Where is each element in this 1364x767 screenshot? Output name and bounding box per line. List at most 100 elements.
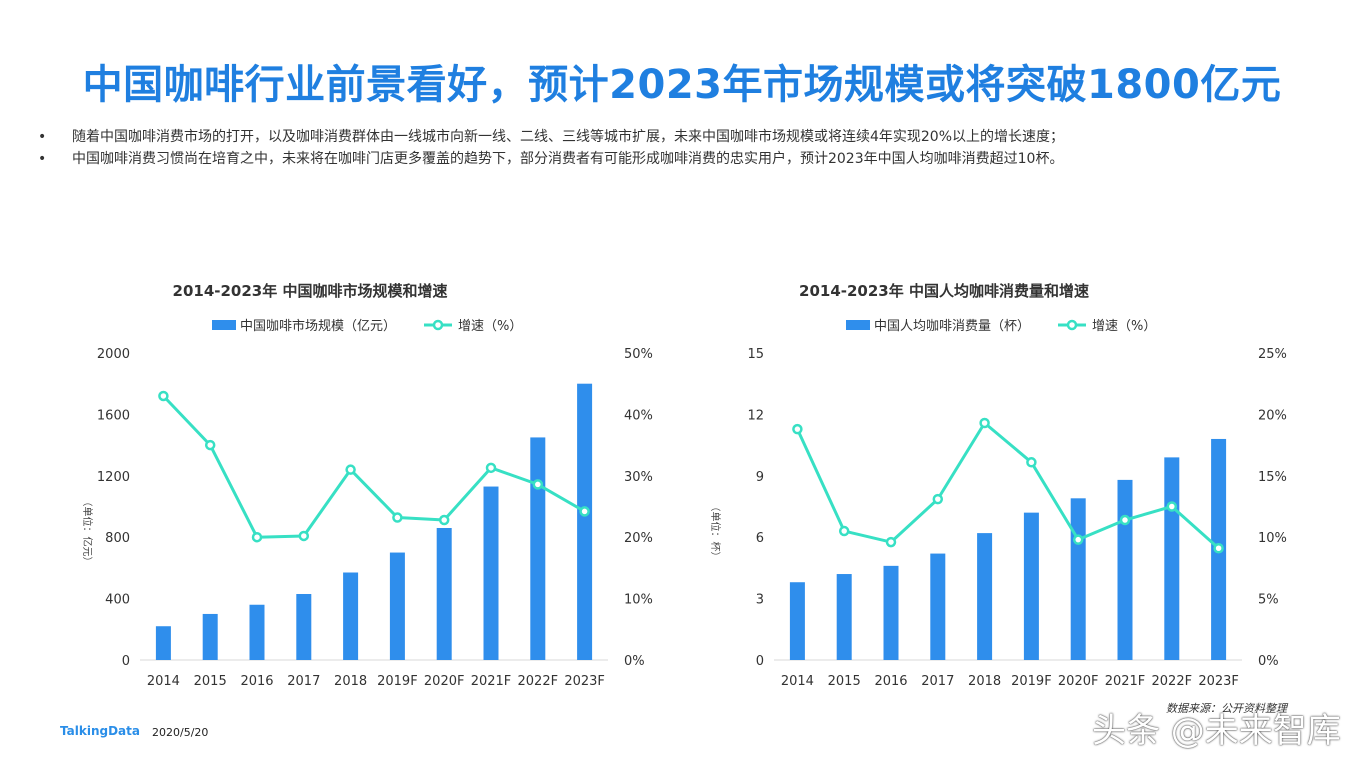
y-tick-label: 1200 xyxy=(97,470,130,485)
growth-point xyxy=(204,439,216,451)
x-tick-label: 2015 xyxy=(828,674,861,689)
market-size-chart: 2014-2023年 中国咖啡市场规模和增速 中国咖啡市场规模（亿元） 增速（%） 0… xyxy=(40,270,680,700)
bullet-list: • 随着中国咖啡消费市场的打开，以及咖啡消费群体由一线城市向新一线、二线、三线等… xyxy=(38,126,1338,170)
x-tick-label: 2016 xyxy=(240,674,273,689)
bar xyxy=(530,437,546,660)
y2-tick-label: 25% xyxy=(1258,347,1287,362)
growth-point xyxy=(158,390,169,402)
bar xyxy=(1117,479,1133,660)
legend-bar-swatch xyxy=(212,320,236,330)
bar xyxy=(155,626,171,660)
brand-logo: TalkingData xyxy=(60,724,140,738)
legend-bar-label: 中国人均咖啡消费量（杯） xyxy=(874,319,1030,334)
growth-line xyxy=(162,394,586,539)
bullet-item: • 随着中国咖啡消费市场的打开，以及咖啡消费群体由一线城市向新一线、二线、三线等… xyxy=(38,126,1338,148)
x-tick-label: 2019F xyxy=(377,674,418,689)
y-tick-label: 6 xyxy=(756,531,764,546)
legend-line-label: 增速（%） xyxy=(1092,319,1156,334)
footer-date: 2020/5/20 xyxy=(152,726,209,739)
growth-point xyxy=(792,423,803,435)
growth-point xyxy=(1119,514,1131,526)
legend-line-marker xyxy=(432,319,444,331)
x-tick-label: 2017 xyxy=(287,674,320,689)
y-tick-label: 3 xyxy=(756,593,764,608)
y-axis-label: （单位：杯） xyxy=(709,502,722,562)
bar xyxy=(483,486,499,660)
per-capita-chart: 2014-2023年 中国人均咖啡消费量和增速中国人均咖啡消费量（杯） 增速（%）… xyxy=(674,270,1314,700)
y2-tick-label: 40% xyxy=(624,408,653,423)
x-tick-label: 2016 xyxy=(874,674,907,689)
bar xyxy=(249,604,265,660)
x-tick-label: 2021F xyxy=(471,674,512,689)
y2-tick-label: 0% xyxy=(1258,654,1279,669)
x-tick-label: 2021F xyxy=(1105,674,1146,689)
y-tick-label: 0 xyxy=(756,654,764,669)
growth-point xyxy=(1026,457,1037,468)
growth-point xyxy=(345,464,356,475)
bullet-text: 随着中国咖啡消费市场的打开，以及咖啡消费群体由一线城市向新一线、二线、三线等城市… xyxy=(72,129,1065,145)
bar xyxy=(789,582,805,660)
growth-point xyxy=(1213,543,1224,554)
y2-tick-label: 10% xyxy=(624,593,653,608)
page-title: 中国咖啡行业前景看好，预计2023年市场规模或将突破1800亿元 xyxy=(82,62,1282,108)
y2-tick-label: 0% xyxy=(624,654,645,669)
bar xyxy=(436,527,452,660)
growth-point xyxy=(438,514,450,526)
chart-title: 2014-2023年 中国人均咖啡消费量和增速 xyxy=(799,282,1089,300)
growth-point xyxy=(298,530,310,542)
growth-point xyxy=(1072,534,1084,545)
x-tick-label: 2023F xyxy=(564,674,605,689)
bullet-item: • 中国咖啡消费习惯尚在培育之中，未来将在咖啡门店更多覆盖的趋势下，部分消费者有… xyxy=(38,148,1338,170)
chart-title: 2014-2023年 中国咖啡市场规模和增速 xyxy=(173,282,448,300)
y2-tick-label: 50% xyxy=(624,347,653,362)
y-axis-label: （单位：亿元） xyxy=(81,497,94,567)
x-tick-label: 2019F xyxy=(1011,674,1052,689)
bar xyxy=(930,553,946,660)
bar xyxy=(343,572,359,660)
growth-point xyxy=(1166,501,1178,512)
y-tick-label: 1600 xyxy=(97,408,130,423)
y-tick-label: 12 xyxy=(747,408,764,423)
x-tick-label: 2022F xyxy=(518,674,559,689)
growth-point xyxy=(251,531,263,543)
y2-tick-label: 20% xyxy=(624,531,653,546)
bullet-dot: • xyxy=(38,151,47,167)
x-tick-label: 2020F xyxy=(1058,674,1099,689)
x-tick-label: 2015 xyxy=(194,674,227,689)
data-source-note: 数据来源：公开资料整理 xyxy=(1166,702,1287,715)
growth-point xyxy=(932,493,944,505)
bullet-dot: • xyxy=(38,129,47,145)
bar xyxy=(202,613,218,660)
y-tick-label: 400 xyxy=(105,593,130,608)
bullet-text: 中国咖啡消费习惯尚在培育之中，未来将在咖啡门店更多覆盖的趋势下，部分消费者有可能… xyxy=(72,151,1064,167)
y2-tick-label: 15% xyxy=(1258,470,1287,485)
x-tick-label: 2018 xyxy=(968,674,1001,689)
y2-tick-label: 5% xyxy=(1258,593,1279,608)
growth-point xyxy=(579,506,590,517)
y2-tick-label: 30% xyxy=(624,470,653,485)
y2-tick-label: 10% xyxy=(1258,531,1287,546)
y-tick-label: 0 xyxy=(122,654,130,669)
x-tick-label: 2020F xyxy=(424,674,465,689)
bar xyxy=(883,565,899,660)
x-tick-label: 2014 xyxy=(147,674,180,689)
bar xyxy=(577,383,593,660)
y-tick-label: 2000 xyxy=(97,347,130,362)
growth-line xyxy=(796,421,1220,550)
growth-point xyxy=(838,525,850,537)
x-tick-label: 2018 xyxy=(334,674,367,689)
bar xyxy=(389,552,405,660)
growth-point xyxy=(485,462,497,474)
y2-tick-label: 20% xyxy=(1258,408,1287,423)
legend-bar-swatch xyxy=(846,320,870,330)
x-tick-label: 2023F xyxy=(1198,674,1239,689)
x-tick-label: 2022F xyxy=(1152,674,1193,689)
growth-point xyxy=(532,479,544,490)
bar xyxy=(1023,512,1039,660)
y-tick-label: 800 xyxy=(105,531,130,546)
watermark: 头条 @未来智库 xyxy=(1092,711,1341,751)
x-tick-label: 2014 xyxy=(781,674,814,689)
legend-line-marker xyxy=(1066,319,1078,331)
